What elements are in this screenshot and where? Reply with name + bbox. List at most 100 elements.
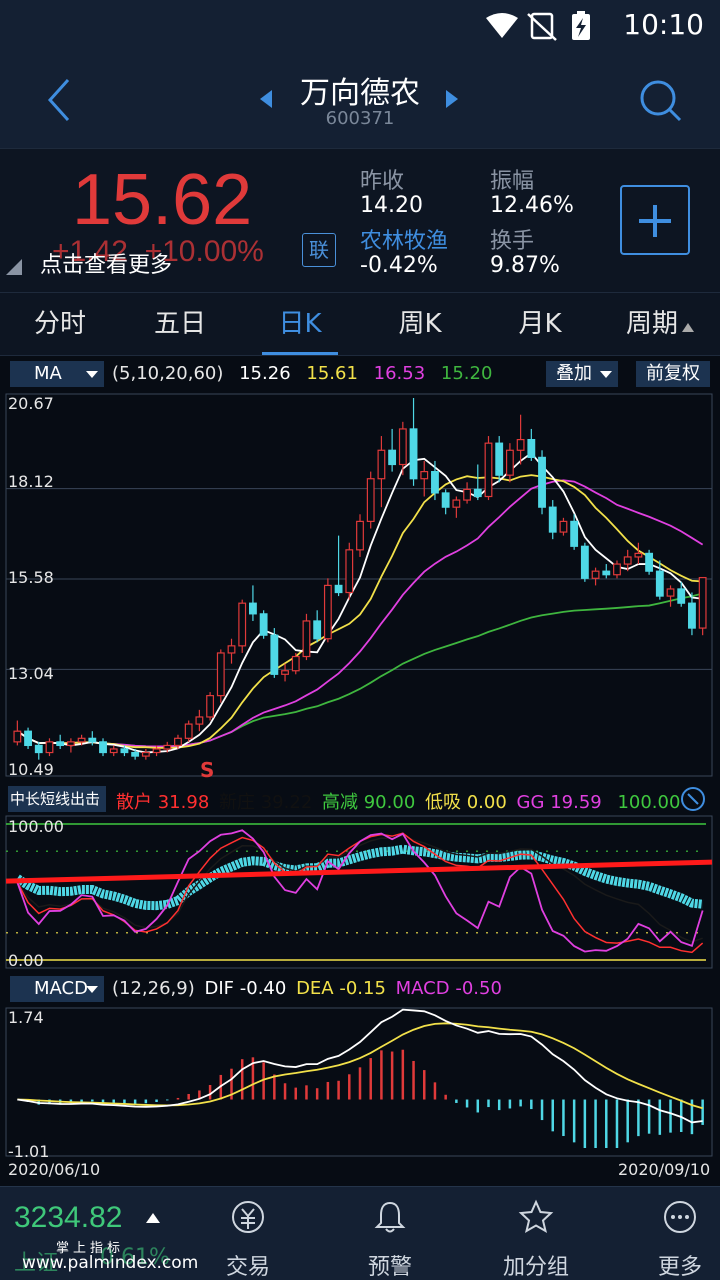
candle-body xyxy=(516,439,525,451)
no-sim-icon xyxy=(527,12,557,41)
candle-body xyxy=(591,570,600,579)
nav-add-group-label: 加分组 xyxy=(502,1255,569,1280)
clock: 10:10 xyxy=(623,8,704,41)
search-icon[interactable] xyxy=(636,76,684,124)
candle-body xyxy=(227,645,236,654)
candle-body xyxy=(634,552,643,558)
index-up-arrow-icon xyxy=(146,1213,160,1223)
candle-body xyxy=(431,471,439,494)
macd-selector[interactable]: MACD xyxy=(10,976,104,1002)
expand-icon[interactable] xyxy=(680,786,706,812)
gg-label: GG xyxy=(516,792,545,813)
dif-value: -0.40 xyxy=(239,978,287,999)
index-value: 3234.82 xyxy=(14,1201,123,1234)
candle-body xyxy=(473,488,482,498)
change-value: +1.42 xyxy=(52,235,128,268)
low-buy-value: 0.00 xyxy=(466,792,507,813)
sector-link[interactable]: 农林牧渔 xyxy=(360,229,449,254)
tab-period-label: 周期 xyxy=(625,309,678,339)
nav-add-group[interactable]: 加分组 xyxy=(476,1187,596,1280)
status-bar: 10:10 xyxy=(0,0,720,52)
candle-body xyxy=(688,602,696,629)
period-tabs: 分时 五日 日K 周K 月K 周期 xyxy=(0,292,720,356)
nav-alert[interactable]: 预警 xyxy=(330,1187,450,1280)
status-icons xyxy=(486,11,590,41)
ma10-line xyxy=(16,474,703,749)
tab-weekly-k[interactable]: 周K xyxy=(398,309,442,339)
candle-body xyxy=(24,730,32,747)
candle-body xyxy=(398,428,407,466)
amplitude-label: 振幅 xyxy=(490,169,535,194)
nav-more-label: 更多 xyxy=(657,1255,702,1280)
overlay-button[interactable]: 叠加 xyxy=(546,361,618,387)
indicator-legend: 散户 31.98 新庄 39.22 高减 90.00 低吸 0.00 GG 19… xyxy=(116,788,680,814)
quote-panel: 15.62 +1.42 +10.00% 点击查看更多 联 昨收 14.20 农林… xyxy=(0,148,720,292)
sector-change: -0.42% xyxy=(360,253,438,278)
candle-body xyxy=(602,570,611,576)
nav-trade[interactable]: 交易 xyxy=(188,1187,308,1280)
next-stock-icon[interactable] xyxy=(444,90,460,108)
ma10-value: 15.61 xyxy=(306,363,358,384)
candle-body xyxy=(120,748,129,754)
indicator-dealer-line xyxy=(16,834,703,943)
tab-daily-k[interactable]: 日K xyxy=(240,293,360,355)
index-change: 0.61% xyxy=(100,1245,170,1270)
more-icon xyxy=(664,1201,696,1233)
tab-monthly-k[interactable]: 月K xyxy=(518,309,562,339)
prev-stock-icon[interactable] xyxy=(258,90,274,108)
panel-frame xyxy=(5,815,713,969)
candle-body xyxy=(249,602,257,615)
panel-frame xyxy=(5,393,713,777)
nav-more[interactable]: 更多 xyxy=(620,1187,720,1280)
index-ticker[interactable]: 3234.82 上证 0.61% 掌上指标 www.palmindex.com xyxy=(0,1187,200,1280)
candle-body xyxy=(505,449,514,476)
candle-body xyxy=(216,652,225,697)
ma20-line xyxy=(16,479,704,748)
ma-y-2: 18.12 xyxy=(8,472,54,491)
tab-five-day[interactable]: 五日 xyxy=(153,309,206,339)
chart-canvas xyxy=(5,393,713,1157)
candle-body xyxy=(463,488,471,501)
candle-body xyxy=(13,730,22,743)
candle-body xyxy=(527,439,536,458)
x-axis-start: 2020/06/10 xyxy=(8,1160,101,1179)
link-button[interactable]: 联 xyxy=(302,233,336,267)
candle-body xyxy=(238,602,247,647)
dealer-label: 新庄 xyxy=(219,792,255,813)
indicator-gg-line xyxy=(16,829,704,953)
candle-body xyxy=(206,695,215,718)
add-watchlist-button[interactable] xyxy=(620,185,690,255)
ma-y-3: 15.58 xyxy=(8,568,54,587)
tab-intraday[interactable]: 分时 xyxy=(33,309,86,339)
candle-body xyxy=(484,442,493,498)
candle-body xyxy=(291,655,300,672)
wifi-icon xyxy=(486,13,518,38)
candle-body xyxy=(131,751,140,757)
candle-body xyxy=(195,716,204,725)
stock-name: 万向德农 xyxy=(300,76,420,111)
signal-marker: S xyxy=(200,758,215,782)
chart-area[interactable]: MA (5,10,20,60) 15.26 15.61 16.53 15.20 … xyxy=(0,356,720,1186)
period-caret-icon xyxy=(682,323,694,332)
candle-body xyxy=(56,741,65,747)
tab-period[interactable]: 周期 xyxy=(600,293,720,355)
indicator-selector[interactable]: 中长短线出击 xyxy=(8,786,106,812)
retail-value: 31.98 xyxy=(157,792,210,813)
back-arrow-icon[interactable] xyxy=(40,76,80,124)
dea-line xyxy=(17,1022,703,1110)
more-details-link[interactable]: 点击查看更多 xyxy=(40,253,173,278)
extra-value: 100.00 xyxy=(617,792,681,813)
ma-selector[interactable]: MA xyxy=(10,361,104,387)
adjust-button[interactable]: 前复权 xyxy=(636,361,710,387)
amplitude-value: 12.46% xyxy=(490,193,574,218)
dif-line xyxy=(17,1008,703,1124)
candle-body xyxy=(677,588,686,604)
macd-y-min: -1.01 xyxy=(8,1142,50,1161)
ma-legend: (5,10,20,60) 15.26 15.61 16.53 15.20 xyxy=(112,363,492,384)
candle-body xyxy=(377,449,386,480)
candle-body xyxy=(302,620,311,658)
candle-body xyxy=(77,737,86,743)
gg-value: 19.59 xyxy=(550,792,602,813)
candle-body xyxy=(441,492,450,508)
index-name: 上证 xyxy=(14,1251,59,1276)
